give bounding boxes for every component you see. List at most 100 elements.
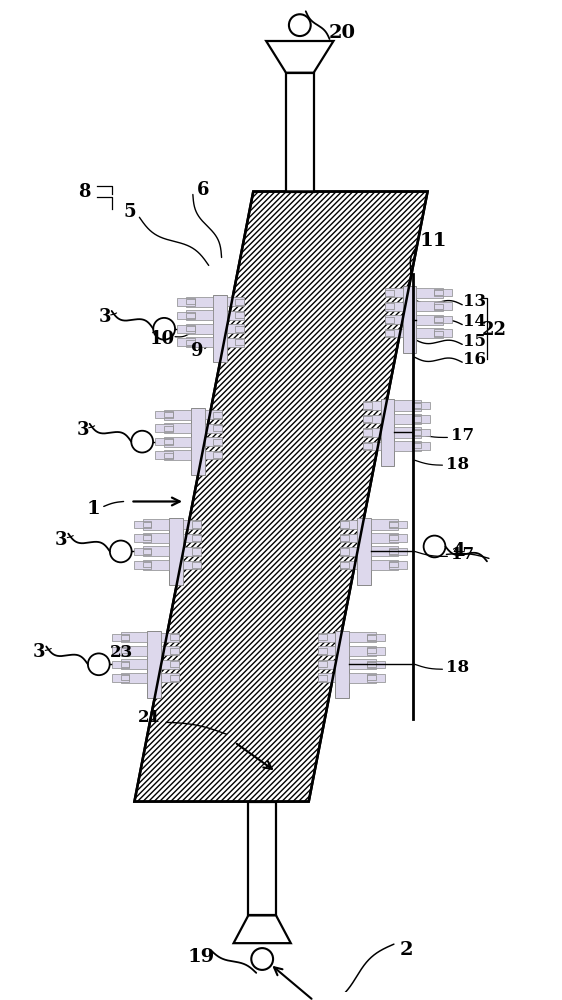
Bar [226, 297, 244, 306]
Bar [235, 339, 244, 345]
Bar [170, 675, 179, 681]
Bar [363, 429, 371, 436]
Bar [385, 290, 394, 296]
Bar [205, 424, 223, 433]
Bar [164, 426, 173, 431]
Bar [186, 310, 212, 320]
Text: 18: 18 [446, 659, 469, 676]
Bar [371, 546, 398, 556]
Bar [147, 631, 161, 698]
Text: 19: 19 [187, 948, 215, 966]
Bar [183, 547, 201, 556]
Text: 11: 11 [420, 232, 447, 250]
Bar [385, 317, 394, 323]
Bar [434, 289, 452, 296]
Bar [112, 647, 129, 655]
Bar [318, 634, 327, 640]
Bar [121, 646, 147, 656]
Bar [177, 325, 195, 333]
Bar [318, 675, 327, 681]
Bar [385, 288, 402, 297]
Bar [164, 437, 191, 447]
Bar [164, 423, 191, 433]
Bar [143, 562, 152, 567]
Bar [112, 674, 129, 682]
Bar [389, 548, 407, 555]
Bar [434, 317, 443, 322]
Bar [380, 399, 395, 466]
Bar [121, 632, 147, 642]
Polygon shape [266, 41, 333, 73]
Bar [164, 450, 191, 460]
Bar [395, 427, 422, 438]
Bar [186, 324, 212, 334]
Bar [164, 453, 173, 458]
Bar [385, 330, 394, 336]
Bar [191, 408, 205, 475]
Text: 10: 10 [149, 330, 175, 348]
Bar [226, 338, 244, 347]
Bar [186, 299, 195, 304]
Bar [143, 535, 152, 540]
Bar [350, 646, 376, 656]
Bar [371, 519, 398, 530]
Bar [385, 329, 402, 337]
Bar [318, 660, 336, 669]
Bar [367, 635, 376, 640]
Bar [134, 521, 152, 528]
Bar [164, 410, 191, 420]
Bar [134, 534, 152, 542]
Bar [155, 411, 173, 418]
Bar [186, 313, 195, 318]
Bar [205, 410, 223, 419]
Bar [434, 290, 443, 295]
Bar [434, 316, 452, 323]
Bar [318, 661, 327, 667]
Bar [161, 646, 179, 655]
Bar [339, 562, 348, 568]
Bar [363, 428, 380, 437]
Bar [177, 298, 195, 306]
Bar [318, 646, 336, 655]
Bar [214, 452, 223, 458]
Bar [402, 286, 416, 353]
Bar [434, 304, 443, 309]
Bar [350, 659, 376, 669]
Bar [235, 326, 244, 332]
Bar [177, 338, 195, 346]
Bar [371, 560, 398, 570]
Bar [336, 631, 350, 698]
Bar [367, 648, 376, 653]
Bar [367, 634, 385, 641]
Bar [214, 439, 223, 445]
Text: 6: 6 [197, 181, 209, 199]
Text: 13: 13 [463, 293, 486, 310]
Bar [339, 561, 357, 569]
Bar [248, 802, 276, 915]
Bar [357, 518, 371, 585]
Bar [286, 73, 314, 192]
Text: 4: 4 [452, 542, 465, 560]
Text: 20: 20 [329, 24, 356, 42]
Bar [416, 328, 443, 338]
Bar [143, 546, 169, 556]
Bar [134, 561, 152, 569]
Bar [389, 535, 398, 540]
Bar [363, 442, 380, 450]
Bar [416, 301, 443, 311]
Bar [112, 661, 129, 668]
Bar [143, 519, 169, 530]
Bar [385, 302, 402, 311]
Bar [389, 521, 407, 528]
Polygon shape [234, 915, 291, 943]
Bar [413, 442, 430, 450]
Bar [164, 412, 173, 417]
Bar [363, 401, 380, 410]
Bar [186, 337, 212, 347]
Bar [413, 415, 430, 423]
Bar [121, 635, 129, 640]
Bar [214, 412, 223, 418]
Text: 5: 5 [123, 203, 136, 221]
Bar [143, 522, 152, 527]
Bar [363, 416, 371, 422]
